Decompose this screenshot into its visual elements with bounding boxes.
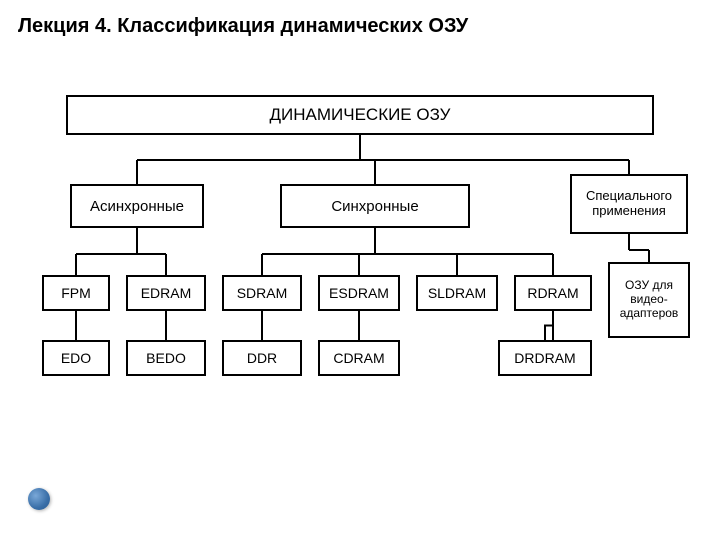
node-cdram: CDRAM [318,340,400,376]
node-edo: EDO [42,340,110,376]
node-fpm: FPM [42,275,110,311]
node-video: ОЗУ для видео-адаптеров [608,262,690,338]
node-sdram: SDRAM [222,275,302,311]
node-root: ДИНАМИЧЕСКИЕ ОЗУ [66,95,654,135]
node-sync: Синхронные [280,184,470,228]
node-rdram: RDRAM [514,275,592,311]
node-async: Асинхронные [70,184,204,228]
slide-bullet-icon [28,488,50,510]
node-sldram: SLDRAM [416,275,498,311]
node-special: Специального применения [570,174,688,234]
node-ddr: DDR [222,340,302,376]
node-esdram: ESDRAM [318,275,400,311]
node-drdram: DRDRAM [498,340,592,376]
node-edram: EDRAM [126,275,206,311]
node-bedo: BEDO [126,340,206,376]
page-title: Лекция 4. Классификация динамических ОЗУ [18,15,468,38]
